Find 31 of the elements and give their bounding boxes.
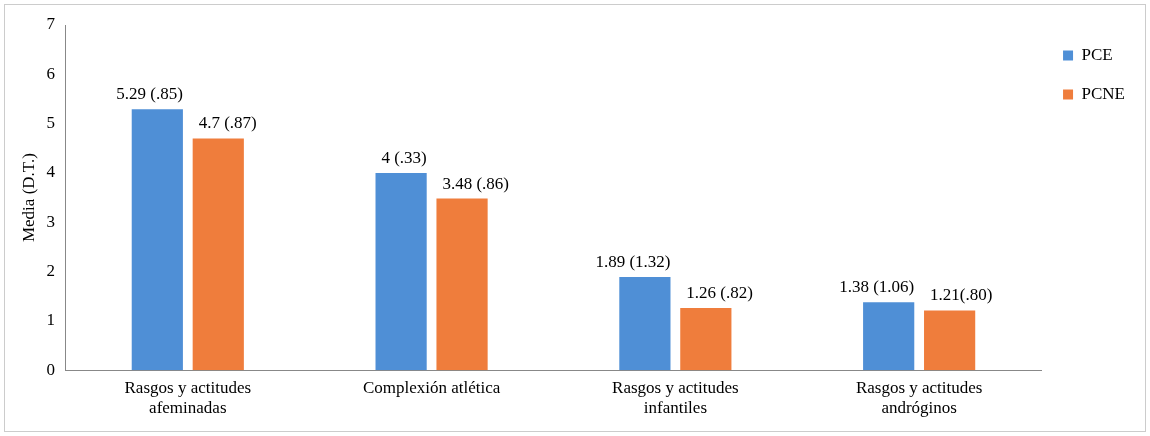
y-tick-label: 1 — [46, 310, 55, 330]
y-axis-title: Media (D.T.) — [18, 153, 38, 243]
bar — [863, 302, 915, 371]
x-tick-label: Rasgos y actitudes infantiles — [612, 377, 739, 418]
legend-label: PCNE — [1081, 83, 1126, 103]
data-label: 1.26 (.82) — [686, 283, 753, 303]
data-label: 4 (.33) — [381, 147, 427, 167]
bar — [619, 277, 671, 371]
data-label: 3.48 (.86) — [442, 173, 510, 193]
x-tick-label: Rasgos y actitudes afeminadas — [124, 377, 252, 418]
data-label: 1.89 (1.32) — [595, 251, 671, 271]
bar — [192, 138, 244, 371]
y-tick-label: 4 — [46, 162, 56, 182]
y-tick-label: 7 — [46, 14, 56, 34]
y-tick-label: 2 — [46, 261, 55, 281]
data-label: 1.38 (1.06) — [839, 277, 915, 297]
x-tick-label: Complexión atlética — [362, 377, 501, 397]
y-tick-label: 5 — [46, 113, 55, 133]
bar — [436, 198, 488, 371]
legend-label: PCE — [1081, 44, 1113, 64]
y-tick-label: 6 — [46, 63, 55, 83]
y-tick-label: 3 — [46, 211, 55, 231]
bar — [375, 172, 427, 371]
x-tick-label: Rasgos y actitudes andróginos — [855, 377, 983, 418]
data-label: 1.21(.80) — [930, 285, 993, 305]
bar — [131, 109, 183, 371]
data-label: 5.29 (.85) — [116, 84, 183, 104]
bar — [924, 310, 976, 371]
bar — [680, 308, 732, 371]
y-tick-label: 0 — [46, 359, 55, 379]
data-label: 4.7 (.87) — [198, 113, 257, 133]
